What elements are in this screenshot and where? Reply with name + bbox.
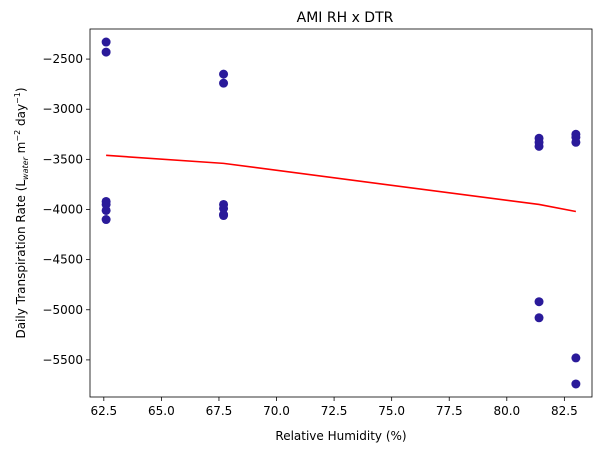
scatter-point	[219, 211, 229, 221]
x-axis: 62.5 65.0 67.5 70.0 72.5 75.0 77.5 80.0 82.5	[90, 397, 578, 418]
y-axis-label-mid2: day	[14, 104, 28, 130]
trend-line	[106, 154, 577, 213]
chart-title: AMI RH x DTR	[297, 10, 394, 26]
x-tick-label: 62.5	[90, 404, 117, 418]
y-tick-label: −2500	[42, 52, 83, 66]
x-tick-label: 77.5	[436, 404, 463, 418]
x-tick-label: 82.5	[551, 404, 578, 418]
x-axis-label: Relative Humidity (%)	[275, 429, 406, 443]
y-axis-label: Daily Transpiration Rate (Lwater m−2 day…	[13, 87, 30, 338]
y-tick-label: −5000	[42, 303, 83, 317]
y-axis-label-mid: m	[14, 142, 28, 158]
x-tick-label: 72.5	[321, 404, 348, 418]
x-tick-label: 70.0	[263, 404, 290, 418]
y-tick-label: −5500	[42, 353, 83, 367]
y-axis-label-subscript: water	[21, 156, 30, 180]
x-tick-label: 67.5	[206, 404, 233, 418]
y-tick-label: −3500	[42, 152, 83, 166]
scatter-point	[534, 297, 544, 307]
x-tick-label: 75.0	[378, 404, 405, 418]
y-tick-label: −4500	[42, 253, 83, 267]
scatter-point	[101, 205, 111, 215]
plot-frame	[89, 28, 593, 398]
scatter-point	[571, 353, 581, 363]
scatter-point	[101, 37, 111, 47]
scatter-point	[219, 69, 229, 79]
scatter-point	[101, 47, 111, 57]
plot-area	[101, 37, 581, 389]
scatter-point	[571, 137, 581, 147]
scatter-point	[534, 141, 544, 151]
scatter-point	[571, 379, 581, 389]
y-tick-label: −4000	[42, 202, 83, 216]
y-axis-label-suffix: )	[14, 87, 28, 92]
y-axis-label-prefix: Daily Transpiration Rate (L	[14, 180, 28, 339]
scatter-point	[534, 313, 544, 323]
scatter-point	[101, 215, 111, 225]
y-axis-label-sup2: −1	[13, 92, 22, 104]
x-tick-label: 80.0	[493, 404, 520, 418]
y-tick-label: −3000	[42, 102, 83, 116]
scatter-point	[219, 78, 229, 88]
y-axis: −5500 −5000 −4500 −4000 −3500 −3000 −2500	[42, 52, 90, 367]
y-axis-label-sup1: −2	[13, 130, 22, 142]
x-tick-label: 65.0	[148, 404, 175, 418]
